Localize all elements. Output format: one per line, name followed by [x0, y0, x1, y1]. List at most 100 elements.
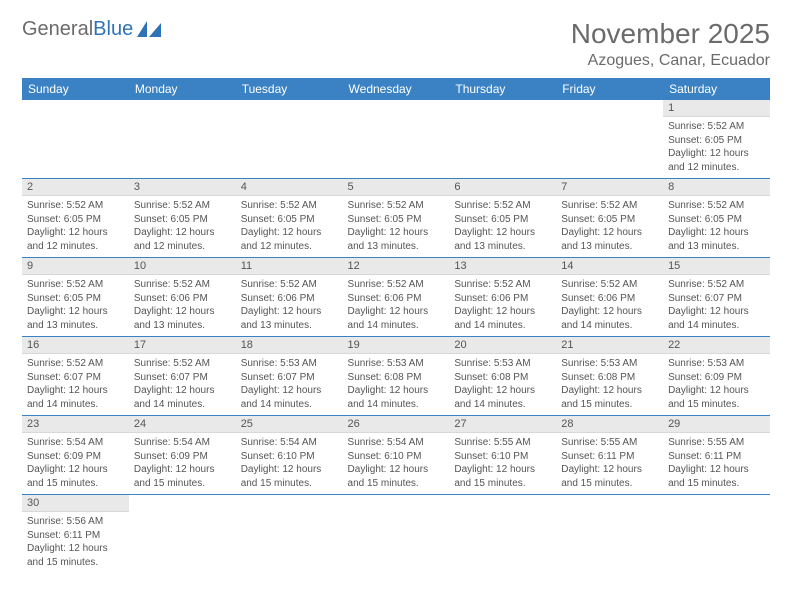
calendar-cell: [556, 100, 663, 179]
calendar-cell: 14Sunrise: 5:52 AMSunset: 6:06 PMDayligh…: [556, 258, 663, 337]
calendar-cell: 18Sunrise: 5:53 AMSunset: 6:07 PMDayligh…: [236, 337, 343, 416]
day-line: Daylight: 12 hours: [27, 384, 124, 398]
page-header: GeneralBlue November 2025 Azogues, Canar…: [22, 18, 770, 70]
day-line: and 14 minutes.: [134, 398, 231, 412]
day-number: 14: [556, 258, 663, 275]
day-line: Sunrise: 5:54 AM: [134, 436, 231, 450]
title-block: November 2025 Azogues, Canar, Ecuador: [571, 18, 770, 70]
day-line: and 14 minutes.: [27, 398, 124, 412]
day-line: and 13 minutes.: [27, 319, 124, 333]
calendar-cell: [22, 100, 129, 179]
day-line: Daylight: 12 hours: [454, 384, 551, 398]
day-line: Sunrise: 5:52 AM: [27, 357, 124, 371]
day-line: Daylight: 12 hours: [348, 305, 445, 319]
day-line: Sunset: 6:06 PM: [561, 292, 658, 306]
day-number: 30: [22, 495, 129, 512]
calendar-cell: 6Sunrise: 5:52 AMSunset: 6:05 PMDaylight…: [449, 179, 556, 258]
day-line: Daylight: 12 hours: [348, 384, 445, 398]
day-line: Sunrise: 5:52 AM: [27, 199, 124, 213]
day-content: Sunrise: 5:52 AMSunset: 6:06 PMDaylight:…: [449, 275, 556, 336]
day-line: Sunset: 6:05 PM: [561, 213, 658, 227]
calendar-cell: 11Sunrise: 5:52 AMSunset: 6:06 PMDayligh…: [236, 258, 343, 337]
day-line: Daylight: 12 hours: [561, 463, 658, 477]
day-line: Sunset: 6:08 PM: [561, 371, 658, 385]
day-line: Sunset: 6:07 PM: [134, 371, 231, 385]
day-line: Sunset: 6:07 PM: [241, 371, 338, 385]
day-content: Sunrise: 5:52 AMSunset: 6:07 PMDaylight:…: [22, 354, 129, 415]
day-line: Sunset: 6:05 PM: [27, 213, 124, 227]
calendar-cell: [343, 495, 450, 574]
day-line: Sunrise: 5:52 AM: [241, 199, 338, 213]
day-line: Daylight: 12 hours: [134, 384, 231, 398]
day-line: Sunset: 6:09 PM: [134, 450, 231, 464]
day-content: Sunrise: 5:53 AMSunset: 6:07 PMDaylight:…: [236, 354, 343, 415]
day-line: and 13 minutes.: [241, 319, 338, 333]
calendar-cell: [236, 100, 343, 179]
day-content: Sunrise: 5:52 AMSunset: 6:05 PMDaylight:…: [449, 196, 556, 257]
day-number: 16: [22, 337, 129, 354]
day-line: Sunrise: 5:54 AM: [348, 436, 445, 450]
calendar-cell: [129, 495, 236, 574]
day-line: Sunset: 6:05 PM: [241, 213, 338, 227]
calendar-cell: 24Sunrise: 5:54 AMSunset: 6:09 PMDayligh…: [129, 416, 236, 495]
day-line: Daylight: 12 hours: [348, 463, 445, 477]
day-line: and 14 minutes.: [241, 398, 338, 412]
day-line: Sunset: 6:05 PM: [348, 213, 445, 227]
day-line: Sunrise: 5:55 AM: [668, 436, 765, 450]
day-number: 20: [449, 337, 556, 354]
day-line: and 15 minutes.: [561, 477, 658, 491]
day-line: Sunrise: 5:52 AM: [561, 199, 658, 213]
calendar-cell: [663, 495, 770, 574]
calendar-row: 23Sunrise: 5:54 AMSunset: 6:09 PMDayligh…: [22, 416, 770, 495]
day-line: Daylight: 12 hours: [134, 226, 231, 240]
day-number: 9: [22, 258, 129, 275]
day-line: Daylight: 12 hours: [241, 305, 338, 319]
day-number: 8: [663, 179, 770, 196]
logo-text-1: General: [22, 18, 93, 41]
calendar-cell: 21Sunrise: 5:53 AMSunset: 6:08 PMDayligh…: [556, 337, 663, 416]
day-line: and 15 minutes.: [241, 477, 338, 491]
day-content: Sunrise: 5:54 AMSunset: 6:09 PMDaylight:…: [22, 433, 129, 494]
day-line: Sunset: 6:11 PM: [668, 450, 765, 464]
day-number: 6: [449, 179, 556, 196]
day-line: Sunrise: 5:52 AM: [27, 278, 124, 292]
day-line: Sunrise: 5:52 AM: [668, 199, 765, 213]
calendar-cell: 25Sunrise: 5:54 AMSunset: 6:10 PMDayligh…: [236, 416, 343, 495]
day-line: Sunset: 6:07 PM: [668, 292, 765, 306]
location-text: Azogues, Canar, Ecuador: [571, 52, 770, 70]
logo-text-2: Blue: [93, 18, 133, 41]
calendar-row: 16Sunrise: 5:52 AMSunset: 6:07 PMDayligh…: [22, 337, 770, 416]
day-line: Sunrise: 5:52 AM: [561, 278, 658, 292]
calendar-cell: 12Sunrise: 5:52 AMSunset: 6:06 PMDayligh…: [343, 258, 450, 337]
calendar-cell: 29Sunrise: 5:55 AMSunset: 6:11 PMDayligh…: [663, 416, 770, 495]
day-number: 17: [129, 337, 236, 354]
day-line: Sunset: 6:10 PM: [241, 450, 338, 464]
day-line: and 14 minutes.: [454, 398, 551, 412]
day-content: Sunrise: 5:52 AMSunset: 6:05 PMDaylight:…: [22, 196, 129, 257]
day-line: and 15 minutes.: [27, 477, 124, 491]
day-line: Sunset: 6:06 PM: [348, 292, 445, 306]
day-line: Sunset: 6:06 PM: [454, 292, 551, 306]
day-line: Sunset: 6:11 PM: [561, 450, 658, 464]
day-content: Sunrise: 5:52 AMSunset: 6:07 PMDaylight:…: [129, 354, 236, 415]
day-line: and 13 minutes.: [134, 319, 231, 333]
calendar-table: SundayMondayTuesdayWednesdayThursdayFrid…: [22, 78, 770, 573]
day-number: 5: [343, 179, 450, 196]
day-line: and 15 minutes.: [668, 477, 765, 491]
day-number: 19: [343, 337, 450, 354]
day-line: Daylight: 12 hours: [668, 226, 765, 240]
day-line: and 15 minutes.: [27, 556, 124, 570]
calendar-body: 1Sunrise: 5:52 AMSunset: 6:05 PMDaylight…: [22, 100, 770, 573]
day-number: 15: [663, 258, 770, 275]
day-number: 18: [236, 337, 343, 354]
day-content: Sunrise: 5:52 AMSunset: 6:05 PMDaylight:…: [343, 196, 450, 257]
calendar-cell: 10Sunrise: 5:52 AMSunset: 6:06 PMDayligh…: [129, 258, 236, 337]
day-header: Sunday: [22, 78, 129, 100]
day-content: Sunrise: 5:53 AMSunset: 6:08 PMDaylight:…: [343, 354, 450, 415]
day-line: Sunrise: 5:52 AM: [134, 199, 231, 213]
day-content: Sunrise: 5:52 AMSunset: 6:05 PMDaylight:…: [22, 275, 129, 336]
day-line: Daylight: 12 hours: [561, 384, 658, 398]
day-content: Sunrise: 5:52 AMSunset: 6:06 PMDaylight:…: [556, 275, 663, 336]
calendar-cell: 9Sunrise: 5:52 AMSunset: 6:05 PMDaylight…: [22, 258, 129, 337]
day-line: Sunset: 6:10 PM: [348, 450, 445, 464]
